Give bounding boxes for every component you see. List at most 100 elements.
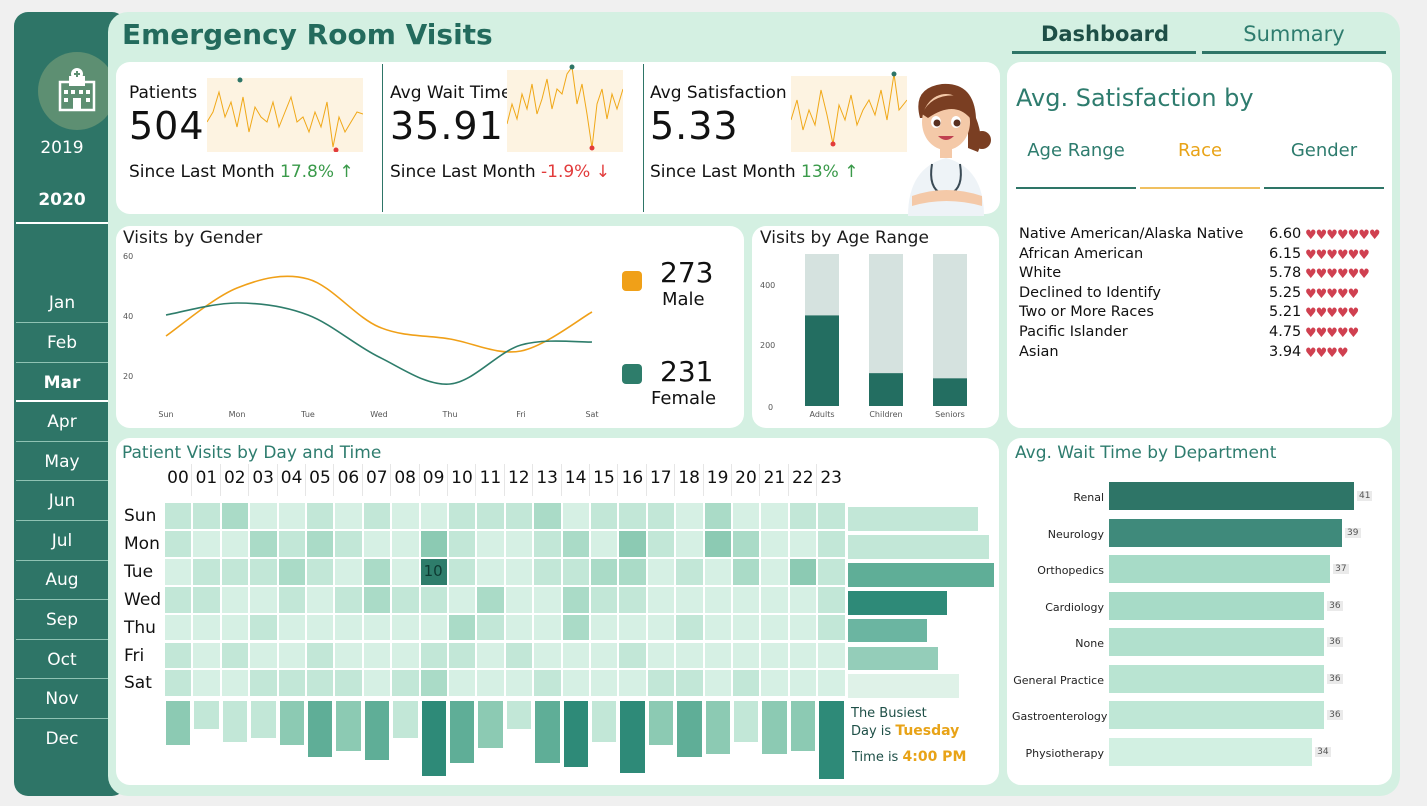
heatmap-cell[interactable] <box>647 586 675 613</box>
heatmap-cell[interactable] <box>449 614 476 641</box>
hour-total-bar[interactable] <box>251 701 276 739</box>
heatmap-cell[interactable] <box>505 642 533 669</box>
heatmap-cell[interactable] <box>335 558 362 585</box>
heatmap-cell[interactable] <box>278 614 305 641</box>
day-total-bar[interactable] <box>848 618 928 643</box>
heatmap-cell[interactable] <box>221 614 249 641</box>
hour-total-bar[interactable] <box>563 701 588 767</box>
heatmap-cell[interactable] <box>449 503 476 529</box>
day-total-bar[interactable] <box>848 590 947 615</box>
month-oct[interactable]: Oct <box>47 650 77 670</box>
heatmap-cell[interactable] <box>591 670 618 697</box>
heatmap-cell[interactable] <box>363 586 391 613</box>
heatmap-cell[interactable] <box>761 558 788 585</box>
heatmap-cell[interactable] <box>562 642 589 669</box>
hour-total-bar[interactable] <box>166 701 191 745</box>
heatmap-cell[interactable] <box>307 670 334 697</box>
heatmap-cell[interactable] <box>619 558 646 585</box>
tab-summary[interactable]: Summary <box>1243 22 1345 46</box>
hour-total-bar[interactable] <box>478 701 503 748</box>
heatmap-cell[interactable] <box>165 503 192 529</box>
heatmap-cell[interactable] <box>505 530 533 557</box>
heatmap-cell[interactable] <box>818 558 845 585</box>
month-apr[interactable]: Apr <box>47 412 77 432</box>
heatmap-cell[interactable] <box>733 614 760 641</box>
heatmap-cell[interactable] <box>392 614 419 641</box>
heatmap-cell[interactable] <box>761 586 788 613</box>
heatmap-cell[interactable] <box>534 670 561 697</box>
heatmap-cell[interactable] <box>761 642 788 669</box>
heatmap-cell[interactable] <box>676 642 703 669</box>
heatmap-cell[interactable] <box>789 614 817 641</box>
heatmap-cell[interactable] <box>307 614 334 641</box>
heatmap-cell[interactable] <box>733 586 760 613</box>
heatmap-cell[interactable] <box>789 586 817 613</box>
heatmap-cell[interactable] <box>789 530 817 557</box>
heatmap-cell[interactable] <box>619 642 646 669</box>
heatmap-cell[interactable] <box>193 614 220 641</box>
heatmap-cell[interactable] <box>392 586 419 613</box>
heatmap-cell[interactable] <box>562 670 589 697</box>
heatmap-cell[interactable] <box>307 642 334 669</box>
heatmap-cell[interactable] <box>761 614 788 641</box>
heatmap-cell[interactable] <box>449 642 476 669</box>
heatmap-cell[interactable] <box>250 642 277 669</box>
hour-total-bar[interactable] <box>279 701 304 745</box>
heatmap-cell[interactable] <box>392 642 419 669</box>
heatmap-cell[interactable] <box>591 558 618 585</box>
heatmap-cell[interactable] <box>250 614 277 641</box>
heatmap-cell[interactable] <box>534 530 561 557</box>
heatmap-cell[interactable] <box>591 530 618 557</box>
heatmap-cell[interactable] <box>420 614 447 641</box>
month-aug[interactable]: Aug <box>45 570 79 590</box>
tab-dashboard[interactable]: Dashboard <box>1040 22 1170 46</box>
heatmap-cell[interactable] <box>477 670 504 697</box>
heatmap-cell[interactable] <box>789 642 817 669</box>
heatmap-cell[interactable] <box>761 530 788 557</box>
heatmap-cell[interactable] <box>505 586 533 613</box>
hour-total-bar[interactable] <box>790 701 816 751</box>
heatmap-cell[interactable] <box>647 503 675 529</box>
heatmap-cell[interactable] <box>477 530 504 557</box>
hour-total-bar[interactable] <box>734 701 759 742</box>
hour-total-bar[interactable] <box>450 701 475 764</box>
heatmap-cell[interactable] <box>733 503 760 529</box>
heatmap-cell[interactable] <box>392 503 419 529</box>
heatmap-cell[interactable] <box>761 503 788 529</box>
dept-bar[interactable] <box>1109 701 1325 729</box>
heatmap-cell[interactable] <box>420 586 447 613</box>
dept-bar[interactable] <box>1109 518 1343 547</box>
heatmap-cell[interactable] <box>335 503 362 529</box>
heatmap-cell[interactable] <box>250 670 277 697</box>
heatmap-cell[interactable] <box>733 670 760 697</box>
heatmap-cell[interactable] <box>363 503 391 529</box>
dept-bar[interactable] <box>1109 628 1325 656</box>
heatmap-cell[interactable] <box>733 558 760 585</box>
heatmap-cell[interactable] <box>165 586 192 613</box>
day-total-bar[interactable] <box>848 534 989 559</box>
month-may[interactable]: May <box>44 452 80 472</box>
heatmap-cell[interactable] <box>591 503 618 529</box>
month-sep[interactable]: Sep <box>45 610 79 630</box>
heatmap-cell[interactable] <box>477 503 504 529</box>
heatmap-cell[interactable] <box>562 586 589 613</box>
heatmap-cell[interactable] <box>221 586 249 613</box>
tab-gender[interactable]: Gender <box>1290 140 1358 161</box>
heatmap-cell[interactable] <box>278 558 305 585</box>
day-total-bar[interactable] <box>848 507 979 531</box>
hour-total-bar[interactable] <box>535 701 560 764</box>
heatmap-cell[interactable] <box>449 586 476 613</box>
heatmap-cell[interactable] <box>591 642 618 669</box>
heatmap-cell[interactable] <box>505 670 533 697</box>
heatmap-cell[interactable] <box>647 614 675 641</box>
heatmap-cell[interactable] <box>335 642 362 669</box>
hour-total-bar[interactable] <box>592 701 617 742</box>
heatmap-cell[interactable] <box>307 558 334 585</box>
dept-bar[interactable] <box>1109 555 1331 583</box>
heatmap-cell[interactable] <box>250 530 277 557</box>
heatmap-cell[interactable] <box>818 586 845 613</box>
heatmap-cell[interactable] <box>733 642 760 669</box>
heatmap-cell[interactable] <box>165 530 192 557</box>
heatmap-cell[interactable] <box>818 642 845 669</box>
hour-total-bar[interactable] <box>222 701 248 742</box>
